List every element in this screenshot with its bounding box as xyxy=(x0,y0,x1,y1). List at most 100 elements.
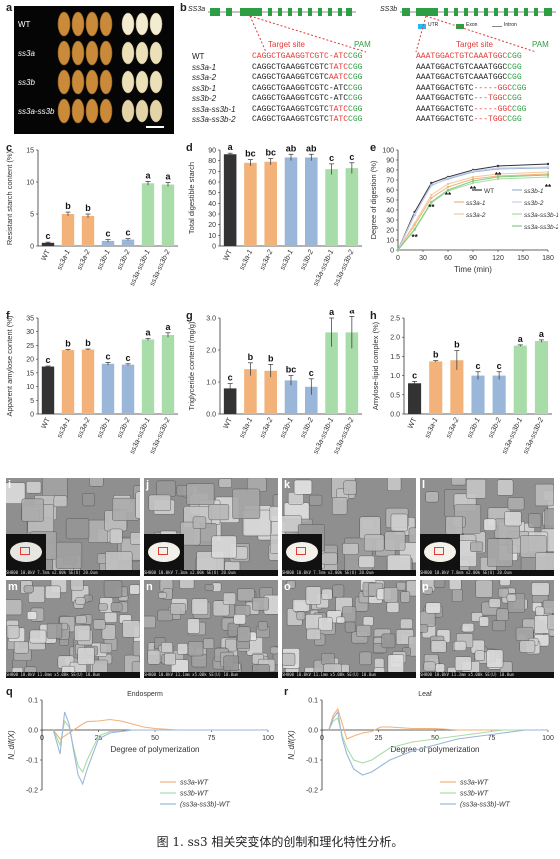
data-point xyxy=(496,166,500,170)
figure-caption: 图 1. ss3 相关突变体的创制和理化特性分析。 xyxy=(156,835,404,849)
selection-box xyxy=(296,547,306,555)
y-tick-label: 80 xyxy=(386,168,394,175)
sequence-row-name: ss3a-1 xyxy=(192,62,217,72)
selection-box xyxy=(158,547,168,555)
significance-letter: a xyxy=(228,142,234,152)
starch-granule xyxy=(179,580,195,589)
bar xyxy=(304,386,318,414)
bar xyxy=(81,349,95,414)
starch-granule xyxy=(296,611,306,621)
bar xyxy=(264,370,278,414)
series-line xyxy=(52,711,268,786)
sem-texture xyxy=(144,478,278,576)
bar xyxy=(223,154,237,246)
starch-granule xyxy=(422,586,433,595)
starch-granule xyxy=(223,655,239,672)
y-tick-label: 40 xyxy=(208,201,216,208)
starch-granule xyxy=(535,552,554,573)
bar xyxy=(534,341,548,414)
y-tick-label: -0.2 xyxy=(26,788,38,795)
x-tick-label: 0 xyxy=(396,255,400,262)
sem-image-n: SH800 10.0kV 11.1mm x5.00k SE(U) 10.0um xyxy=(144,580,278,678)
ss3a-sequence: CAGGCTGAAGGTCGTC-ATCCGG xyxy=(252,83,363,93)
starch-granule xyxy=(65,518,90,540)
starch-granule xyxy=(470,541,484,552)
starch-granule xyxy=(504,511,522,527)
category-label: WT xyxy=(39,248,52,262)
starch-granule xyxy=(25,481,42,494)
starch-granule xyxy=(13,641,29,654)
significance-letter: b xyxy=(268,353,274,363)
starch-granule xyxy=(386,601,400,613)
starch-granule xyxy=(318,616,333,631)
data-point xyxy=(446,182,450,186)
starch-granule xyxy=(232,488,261,520)
y-tick-label: 1.0 xyxy=(206,380,216,387)
starch-granule xyxy=(164,652,176,666)
category-label: ss3a-1 xyxy=(237,248,254,271)
gene-structure xyxy=(208,8,556,53)
data-point xyxy=(496,177,500,181)
y-axis-label: N_dif(X) xyxy=(7,730,16,760)
grain-label-ss3a-ss3b: ss3a-ss3b xyxy=(18,107,55,116)
grain-cross-section xyxy=(10,542,42,562)
bar xyxy=(121,364,135,414)
starch-granule xyxy=(187,641,204,657)
sem-info-bar: SH800 10.0kV 11.1mm x5.00k SE(U) 10.0um xyxy=(144,672,278,678)
y-axis-label: Total digestible starch xyxy=(187,162,196,234)
chart-amylose-lipid: 0.0 0.5 1.0 1.5 2.0 2.5 Amylose-lipid complex … xyxy=(371,316,552,455)
brown-rice-grain xyxy=(135,12,149,36)
y-tick-label: 0 xyxy=(390,248,394,255)
sequence-row-name: ss3a-ss3b-1 xyxy=(192,104,236,114)
category-label: ss3a-1 xyxy=(237,416,254,439)
sequence-row-name: WT xyxy=(192,52,205,61)
starch-granule xyxy=(103,580,123,598)
starch-granule xyxy=(305,586,322,605)
category-label: ss3b-2 xyxy=(298,416,315,439)
bar xyxy=(244,162,257,246)
starch-granule xyxy=(89,478,104,487)
sem-image-j: SH800 10.0kV 7.3mm x2.00k SE(U) 20.0um xyxy=(144,478,278,576)
y-tick-label: 2.0 xyxy=(206,348,216,355)
starch-granule xyxy=(237,588,255,602)
bar xyxy=(61,214,75,246)
chart-digestion-time-course: 0 10 20 30 40 50 60 70 80 90 100 0 30 60 90 120 150 180 Ti… xyxy=(369,148,558,275)
starch-granule xyxy=(478,616,490,627)
sem-image-m: SH800 10.0kV 11.0mm x5.00k SE(U) 10.0um xyxy=(6,580,140,678)
starch-granule xyxy=(211,535,237,559)
bar xyxy=(492,375,506,414)
data-point xyxy=(446,188,450,192)
significance-letter: c xyxy=(228,373,233,383)
starch-granule xyxy=(363,534,385,552)
y-tick-label: 0.0 xyxy=(28,728,38,735)
starch-granule xyxy=(454,656,472,671)
x-tick-label: 50 xyxy=(151,735,159,742)
starch-granule xyxy=(306,628,322,641)
significance-letter: c xyxy=(105,229,110,239)
starch-granule xyxy=(46,622,63,639)
significance-letter: b xyxy=(65,339,71,349)
sem-info-bar: SH800 10.0kV 11.3mm x5.00k SE(U) 10.0um xyxy=(420,672,554,678)
y-tick-label: 0 xyxy=(30,412,34,419)
starch-granule xyxy=(492,620,506,632)
starch-granule xyxy=(475,580,493,598)
category-label: ss3a-1 xyxy=(55,248,72,271)
starch-granule xyxy=(399,618,413,630)
y-axis-label: Resistant starch content (%) xyxy=(5,150,14,245)
panel-label-p: p xyxy=(422,581,429,593)
category-label: ss3a-2 xyxy=(75,248,92,271)
data-point xyxy=(413,212,416,216)
data-point xyxy=(546,173,550,177)
significance-letter: b xyxy=(454,340,460,350)
category-label: WT xyxy=(39,416,52,430)
legend-entry: ss3a-ss3b-2 xyxy=(524,224,558,231)
ss3b-sequence: AAATGGACTGTC---TGGCCGG xyxy=(416,94,522,103)
ss3b-sequence: AAATGGACTGTCAAATGGCCGG xyxy=(416,52,522,61)
y-tick-label: 50 xyxy=(208,190,216,197)
starch-granule xyxy=(208,504,230,521)
grain-label-ss3b: ss3b xyxy=(18,78,35,87)
starch-granule xyxy=(257,621,268,631)
chart-total-digestible-starch: 0 10 20 30 40 50 60 70 80 90 Total digestible star… xyxy=(187,142,362,287)
starch-granule xyxy=(104,612,118,623)
